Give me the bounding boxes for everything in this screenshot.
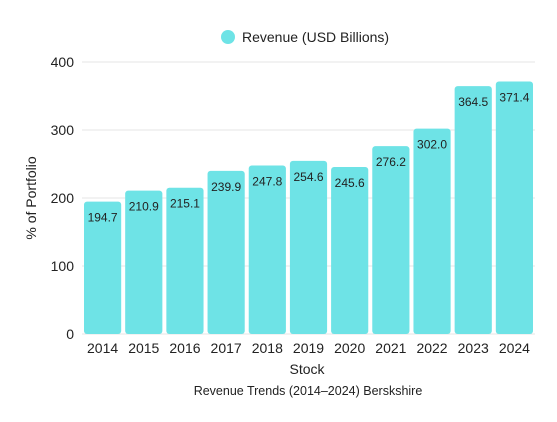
x-axis-ticks: 2014 2015 2016 2017 2018 2019 2020 2021 2022 2023… xyxy=(87,340,530,356)
x-tick-label: 2020 xyxy=(334,340,365,356)
y-axis-title: % of Portfolio xyxy=(23,156,39,239)
bar-labels: 194.7 210.9 215.1 239.9 247.8 254.6 245.6 276.2… xyxy=(88,90,530,224)
x-tick-label: 2021 xyxy=(375,340,406,356)
bar-2016 xyxy=(166,187,204,334)
chart-caption: Revenue Trends (2014–2024) Berskshire xyxy=(194,384,423,398)
bar-2018 xyxy=(248,165,286,334)
bar-2023 xyxy=(454,86,492,334)
y-axis-ticks: 0 100 200 300 400 xyxy=(51,54,75,342)
x-tick-label: 2014 xyxy=(87,340,118,356)
y-tick-label: 200 xyxy=(51,190,75,206)
bar-value-label: 245.6 xyxy=(335,176,365,190)
x-tick-label: 2018 xyxy=(252,340,283,356)
bar-2021 xyxy=(372,146,410,334)
x-tick-label: 2019 xyxy=(293,340,324,356)
legend-marker xyxy=(221,30,235,44)
y-tick-label: 100 xyxy=(51,258,75,274)
y-tick-label: 300 xyxy=(51,122,75,138)
y-tick-label: 0 xyxy=(66,326,74,342)
bar-value-label: 371.4 xyxy=(499,90,529,104)
bar-value-label: 239.9 xyxy=(211,180,241,194)
x-tick-label: 2024 xyxy=(499,340,530,356)
bar-2017 xyxy=(207,170,245,334)
x-tick-label: 2017 xyxy=(211,340,242,356)
bar-2022 xyxy=(413,128,451,334)
bar-value-label: 210.9 xyxy=(129,200,159,214)
legend-label: Revenue (USD Billions) xyxy=(242,29,389,45)
x-tick-label: 2015 xyxy=(128,340,159,356)
bar-2015 xyxy=(125,190,163,334)
x-tick-label: 2023 xyxy=(458,340,489,356)
bars xyxy=(84,81,533,334)
bar-2019 xyxy=(289,160,328,334)
bar-value-label: 215.1 xyxy=(170,197,200,211)
bar-2014 xyxy=(84,201,122,334)
legend: Revenue (USD Billions) xyxy=(221,29,389,45)
bar-value-label: 247.8 xyxy=(252,174,282,188)
x-tick-label: 2016 xyxy=(169,340,200,356)
bar-value-label: 276.2 xyxy=(376,155,406,169)
bar-2020 xyxy=(331,166,369,334)
x-axis-title: Stock xyxy=(289,361,325,377)
bar-value-label: 254.6 xyxy=(293,170,323,184)
bar-value-label: 364.5 xyxy=(458,95,488,109)
bar-2024 xyxy=(495,81,533,334)
bar-value-label: 302.0 xyxy=(417,138,447,152)
x-tick-label: 2022 xyxy=(416,340,447,356)
bar-value-label: 194.7 xyxy=(88,211,118,225)
y-tick-label: 400 xyxy=(51,54,75,70)
